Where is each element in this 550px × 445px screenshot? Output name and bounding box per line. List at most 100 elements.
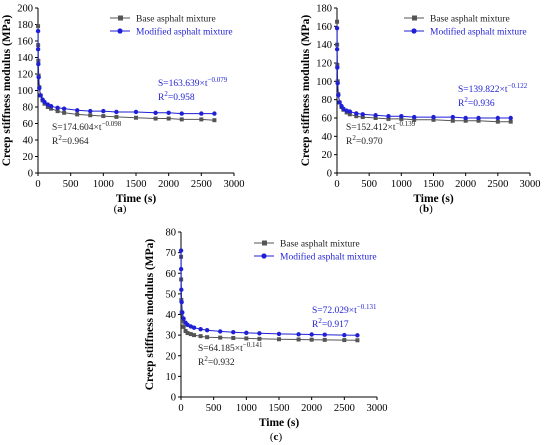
data-point	[185, 331, 190, 336]
data-point	[337, 100, 342, 105]
data-point	[386, 116, 391, 121]
base-equation: S=152.412×t−0.139	[346, 120, 416, 133]
data-point	[153, 110, 158, 115]
y-tick-label: 20	[23, 152, 34, 163]
data-point	[178, 248, 184, 253]
data-point	[277, 337, 281, 342]
data-point	[355, 333, 360, 338]
data-point	[198, 334, 203, 339]
data-point	[342, 332, 347, 338]
modified-equation: S=72.029×t−0.131	[312, 303, 377, 316]
panel-label-letter: c	[274, 431, 279, 443]
x-tick-label: 0	[178, 403, 183, 414]
base-equation-exponent: −0.139	[396, 120, 416, 128]
data-point	[55, 109, 60, 114]
data-point	[153, 116, 158, 121]
data-point	[231, 330, 236, 335]
data-point	[334, 25, 340, 31]
x-tick-label: 2000	[301, 403, 322, 414]
data-point	[133, 109, 139, 115]
base-r2-prefix: R	[198, 358, 205, 368]
data-point	[450, 118, 455, 123]
panel-label: (b)	[419, 203, 433, 215]
data-point	[463, 118, 468, 123]
data-point	[309, 332, 314, 337]
y-tick-label: 40	[23, 136, 34, 147]
x-tick-label: 1000	[236, 403, 257, 414]
x-tick-label: 1000	[391, 179, 412, 190]
data-point	[178, 266, 184, 272]
data-point	[181, 316, 186, 321]
data-point	[218, 335, 223, 340]
panel-label-suffix: )	[123, 203, 127, 215]
data-point	[75, 108, 80, 113]
modified-r2-superscript: 2	[164, 90, 168, 98]
data-point	[347, 112, 352, 117]
modified-equation-prefix: S=139.822×t	[458, 85, 508, 95]
data-point	[36, 75, 41, 80]
base-r2-value: =0.932	[208, 358, 235, 368]
data-point	[373, 113, 378, 118]
series-line	[180, 256, 358, 341]
data-point	[212, 118, 217, 123]
data-point	[342, 338, 347, 343]
x-tick-label: 2500	[334, 403, 355, 414]
x-tick-label: 0	[334, 179, 339, 190]
data-point	[341, 106, 346, 112]
y-tick-label: 70	[166, 248, 177, 259]
data-point	[450, 114, 455, 120]
data-point	[309, 337, 314, 342]
data-point	[101, 114, 106, 119]
data-point	[35, 28, 41, 34]
legend-swatch-marker	[262, 240, 267, 246]
legend-label: Modified asphalt mixture	[280, 252, 377, 263]
data-point	[463, 115, 468, 121]
data-point	[373, 116, 378, 120]
data-point	[55, 105, 60, 111]
panel-label-suffix: )	[429, 203, 433, 215]
modified-r2-superscript: 2	[318, 317, 322, 325]
data-point	[276, 331, 282, 337]
data-point	[335, 65, 340, 70]
base-r2-prefix: R	[346, 137, 353, 147]
x-tick-label: 2500	[191, 179, 212, 190]
data-point	[212, 111, 217, 116]
x-tick-label: 0	[35, 179, 40, 190]
y-tick-label: 160	[17, 37, 33, 48]
data-point	[386, 113, 391, 119]
base-equation-prefix: S=64.185×t	[198, 344, 243, 354]
data-point	[296, 332, 301, 337]
series-line	[37, 26, 215, 121]
modified-r2-prefix: R	[458, 99, 465, 109]
data-point	[322, 332, 327, 337]
y-tick-label: 60	[166, 269, 177, 280]
data-point	[179, 299, 184, 305]
legend-swatch-marker	[261, 253, 267, 259]
data-point	[257, 336, 262, 341]
y-tick-label: 80	[23, 103, 34, 114]
data-point	[431, 117, 436, 122]
y-tick-label: 180	[316, 4, 332, 15]
modified-r2-prefix: R	[158, 93, 165, 103]
data-point	[38, 93, 43, 98]
data-point	[166, 116, 171, 121]
y-tick-label: 200	[17, 4, 33, 15]
data-point	[185, 322, 190, 328]
series-line	[336, 28, 511, 119]
base-r2-prefix: R	[52, 137, 59, 147]
data-point	[180, 310, 185, 315]
y-tick-label: 80	[322, 95, 333, 106]
data-point	[244, 336, 249, 341]
panel-label: (a)	[114, 203, 127, 215]
x-tick-label: 500	[63, 179, 79, 190]
x-tick-label: 1000	[93, 179, 114, 190]
x-axis-title: Time (s)	[259, 417, 300, 429]
y-tick-label: 80	[166, 228, 177, 239]
base-equation: S=174.604×t−0.098	[52, 120, 122, 133]
base-r2-superscript: 2	[352, 134, 356, 142]
x-tick-label: 2000	[455, 179, 476, 190]
y-tick-label: 20	[322, 150, 333, 161]
legend-label: Modified asphalt mixture	[430, 27, 527, 38]
data-point	[244, 330, 249, 336]
x-tick-label: 1500	[126, 179, 147, 190]
